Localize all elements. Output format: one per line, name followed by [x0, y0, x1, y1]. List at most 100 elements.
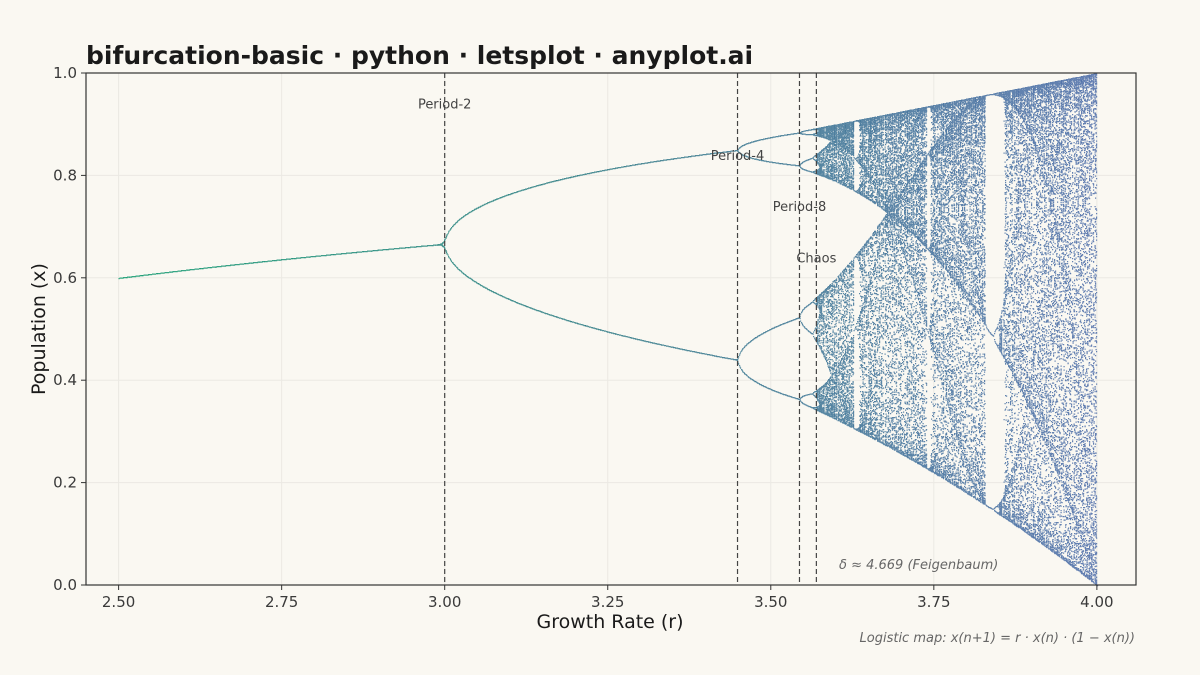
- bifurcation-point-group: [202, 267, 212, 270]
- bifurcation-point-group: [870, 117, 876, 440]
- bifurcation-point-group: [272, 260, 276, 262]
- bifurcation-point-group: [210, 266, 216, 269]
- bifurcation-point-group: [274, 259, 281, 262]
- bifurcation-point-group: [1048, 82, 1053, 552]
- bifurcation-point-group: [816, 127, 821, 413]
- bifurcation-point-group: [762, 136, 774, 392]
- bifurcation-point-group: [334, 253, 341, 256]
- bifurcation-point-group: [386, 248, 394, 251]
- annotation-label: Chaos: [796, 251, 836, 266]
- annotation-label: Period-2: [418, 98, 472, 113]
- bifurcation-point-group: [408, 246, 416, 249]
- bifurcation-point-group: [373, 249, 379, 252]
- bifurcation-point-group: [292, 258, 296, 260]
- bifurcation-point-group: [259, 261, 265, 263]
- bifurcation-point-group: [215, 266, 219, 268]
- bifurcation-point-group: [172, 270, 187, 273]
- bifurcation-point-group: [149, 273, 157, 276]
- y-tick-label: 0.6: [53, 269, 77, 287]
- bifurcation-point-group: [917, 108, 919, 465]
- annotation-label: Period-4: [711, 149, 765, 164]
- annotation-label: Period-8: [773, 200, 827, 215]
- bifurcation-point-group: [1075, 76, 1082, 574]
- bifurcation-point-group: [363, 250, 372, 253]
- bifurcation-point-group: [356, 251, 364, 254]
- bifurcation-point-group: [157, 271, 171, 275]
- bifurcation-point-group: [394, 247, 403, 250]
- bifurcation-point-group: [393, 248, 395, 250]
- bifurcation-point-group: [975, 96, 981, 502]
- bifurcation-point-group: [918, 107, 926, 468]
- bifurcation-point-group: [304, 256, 311, 259]
- bifurcation-point-group: [371, 250, 375, 252]
- y-tick-label: 0.8: [53, 166, 77, 184]
- bifurcation-point-group: [983, 94, 990, 509]
- bifurcation-point-group: [907, 108, 919, 464]
- bifurcation-point-group: [860, 117, 872, 438]
- bifurcation-point-group: [319, 255, 326, 257]
- bifurcation-point-group: [874, 114, 887, 446]
- caption: Logistic map: x(n+1) = r · x(n) · (1 − x…: [860, 631, 1135, 646]
- bifurcation-point-group: [932, 103, 944, 479]
- bifurcation-point-group: [200, 268, 204, 270]
- bifurcation-point-group: [1052, 80, 1062, 559]
- bifurcation-point-group: [943, 103, 947, 481]
- bifurcation-point-group: [325, 254, 334, 257]
- bifurcation-point-group: [853, 119, 861, 433]
- x-tick-label: 2.75: [265, 593, 298, 611]
- bifurcation-point-group: [187, 269, 191, 271]
- bifurcation-point-group: [249, 262, 253, 264]
- chart-title: bifurcation-basic · python · letsplot · …: [86, 41, 753, 70]
- x-tick-label: 3.75: [917, 593, 950, 611]
- annotations: Period-2 Period-4 Period-8 Chaos: [418, 98, 837, 267]
- bifurcation-point-group: [230, 264, 232, 266]
- bifurcation-point-group: [190, 268, 201, 271]
- bifurcation-point-group: [979, 95, 984, 505]
- bifurcation-point-group: [1061, 78, 1071, 566]
- bifurcation-point-group: [1088, 74, 1091, 580]
- bifurcation-point-group: [417, 245, 424, 248]
- bifurcation-point-group: [422, 245, 433, 247]
- plot-frame: [85, 72, 1137, 586]
- bifurcation-point-group: [946, 102, 952, 484]
- bifurcation-point-group: [218, 265, 231, 268]
- bifurcation-point-group: [378, 249, 388, 251]
- bifurcation-points: [118, 73, 1099, 587]
- y-tick-label: 0.4: [53, 371, 77, 389]
- bifurcation-point-group: [1032, 85, 1035, 539]
- bifurcation-point-group: [170, 271, 172, 273]
- feigenbaum-note: δ ≈ 4.669 (Feigenbaum): [839, 558, 998, 573]
- x-tick-label: 3.50: [754, 593, 787, 611]
- bifurcation-point-group: [142, 274, 150, 277]
- bifurcation-point-group: [294, 257, 306, 260]
- bifurcation-point-group: [251, 261, 261, 264]
- bifurcation-point-group: [961, 97, 976, 499]
- bifurcation-point-group: [903, 110, 908, 458]
- bifurcation-point-group: [264, 260, 273, 263]
- x-tick-label: 2.50: [102, 593, 135, 611]
- bifurcation-point-group: [414, 246, 418, 248]
- y-tick-label: 0.2: [53, 474, 77, 492]
- bifurcation-markers: [444, 73, 817, 585]
- bifurcation-point-group: [309, 256, 313, 258]
- bifurcation-point-group: [312, 255, 320, 258]
- bifurcation-point-group: [129, 275, 143, 278]
- bifurcation-point-group: [126, 276, 130, 279]
- bifurcation-point-group: [353, 252, 357, 254]
- bifurcation-point-group: [925, 105, 933, 473]
- bifurcation-point-group: [233, 263, 246, 266]
- bifurcation-point-group: [1081, 75, 1089, 579]
- bifurcation-point-group: [340, 252, 350, 255]
- bifurcation-point-group: [401, 247, 409, 249]
- x-tick-label: 4.00: [1080, 593, 1113, 611]
- bifurcation-point-group: [1018, 86, 1033, 538]
- x-axis-label: Growth Rate (r): [536, 611, 683, 633]
- bifurcation-point-group: [333, 254, 335, 256]
- bifurcation-point-group: [1089, 73, 1099, 587]
- bifurcation-point-group: [885, 114, 890, 447]
- bifurcation-point-group: [834, 122, 846, 425]
- x-tick-label: 3.00: [428, 593, 461, 611]
- bifurcation-point-group: [1070, 77, 1076, 569]
- x-tick-label: 3.25: [591, 593, 624, 611]
- bifurcation-point-group: [118, 277, 128, 280]
